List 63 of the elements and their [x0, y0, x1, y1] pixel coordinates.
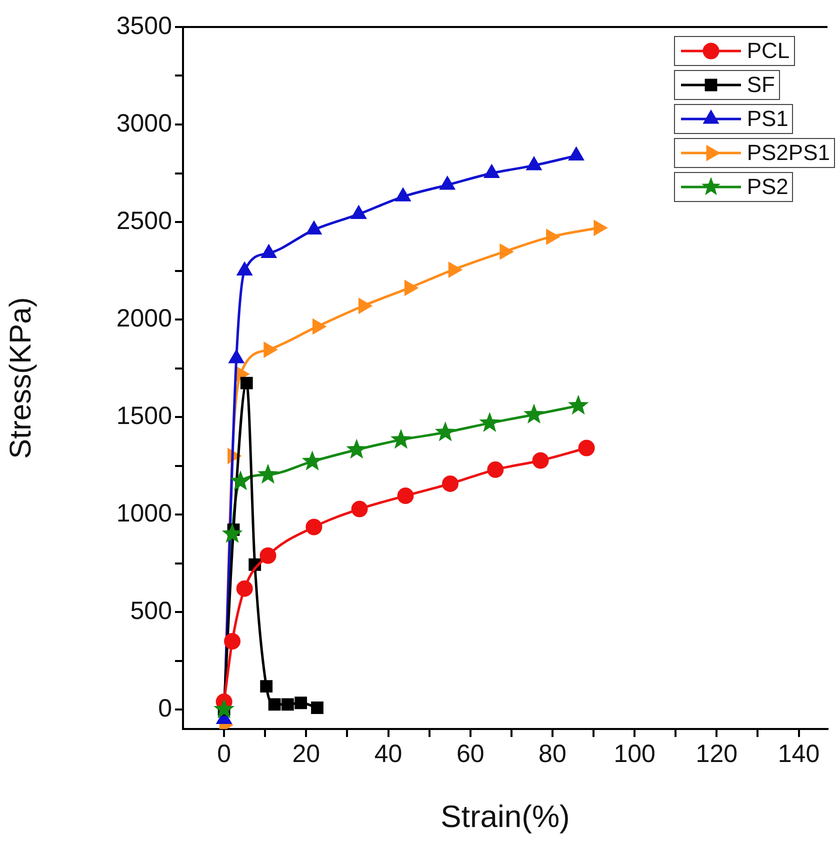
x-tick-label: 40: [374, 740, 402, 768]
x-tick-label: 0: [217, 740, 232, 768]
point: [568, 394, 589, 415]
y-tick-label: 0: [158, 694, 172, 722]
point: [484, 165, 500, 178]
point: [294, 696, 308, 710]
y-tick-label: 1000: [116, 499, 172, 528]
point: [258, 464, 278, 484]
x-axis-title: Strain(%): [440, 798, 570, 834]
point: [312, 319, 326, 334]
x-tick-label: 80: [538, 740, 566, 768]
point: [214, 698, 235, 718]
point: [346, 438, 368, 459]
y-tick-label: 3500: [116, 12, 172, 40]
point: [281, 698, 294, 711]
point: [268, 698, 281, 711]
point: [440, 176, 455, 190]
y-tick-label: 2000: [116, 304, 172, 332]
point: [236, 580, 253, 597]
point: [479, 412, 500, 432]
point: [526, 157, 542, 170]
y-tick-label: 500: [130, 596, 172, 625]
point: [578, 440, 595, 456]
point: [397, 488, 414, 504]
x-tick-label: 20: [292, 740, 320, 768]
legend-label: PS2PS1: [746, 140, 830, 166]
point: [260, 547, 276, 564]
x-tick-label: 100: [614, 740, 656, 768]
legend-label: SF: [746, 72, 775, 98]
y-axis-title: Stress(KPa): [4, 297, 38, 459]
point: [306, 518, 322, 536]
point: [390, 428, 412, 449]
y-tick-label: 3000: [116, 109, 172, 138]
legend-label: PS1: [746, 106, 788, 132]
point: [351, 206, 366, 219]
point: [568, 147, 584, 160]
x-tick-label: 60: [456, 740, 484, 768]
point: [260, 680, 273, 692]
x-tick-label: 140: [778, 740, 820, 768]
x-tick-label: 120: [696, 740, 738, 768]
point: [306, 222, 322, 235]
point: [396, 188, 410, 202]
point: [311, 702, 324, 714]
point: [532, 452, 549, 469]
point: [240, 376, 253, 390]
point: [229, 350, 244, 364]
point: [237, 262, 252, 276]
point: [261, 244, 276, 258]
y-tick-label: 2500: [116, 206, 172, 235]
point: [442, 475, 458, 492]
point: [524, 404, 544, 424]
point: [222, 523, 243, 543]
legend-label: PCL: [746, 38, 790, 64]
point: [351, 500, 368, 518]
point: [230, 470, 251, 490]
point: [434, 421, 456, 442]
legend-label: PS2: [746, 174, 788, 200]
point: [302, 450, 323, 470]
point: [487, 461, 504, 478]
y-tick-label: 1500: [116, 402, 172, 430]
point: [224, 633, 241, 650]
point: [404, 280, 418, 296]
point: [358, 298, 372, 314]
